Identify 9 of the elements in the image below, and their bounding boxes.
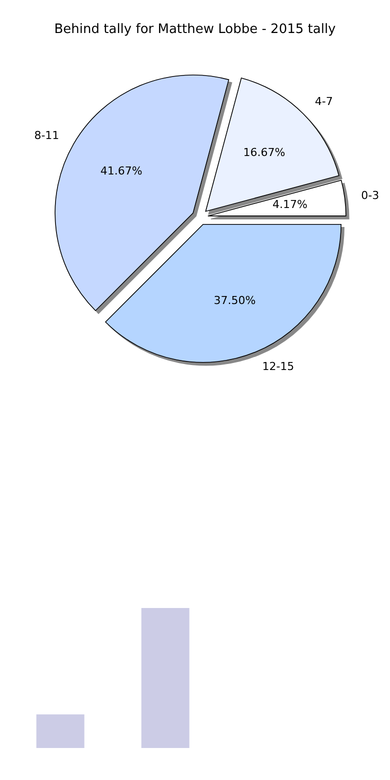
slice-label: 0-3: [361, 188, 380, 202]
chart-title: Behind tally for Matthew Lobbe - 2015 tally: [53, 21, 337, 37]
slice-label: 4-7: [314, 95, 333, 108]
slice-label: 12-15: [262, 360, 294, 374]
data-label: 16.67%: [243, 146, 286, 159]
data-label: 4.17%: [272, 198, 308, 212]
data-label: 37.50%: [214, 294, 256, 307]
data-label: 41.67%: [100, 164, 142, 178]
slice-label: 8-11: [34, 128, 60, 142]
